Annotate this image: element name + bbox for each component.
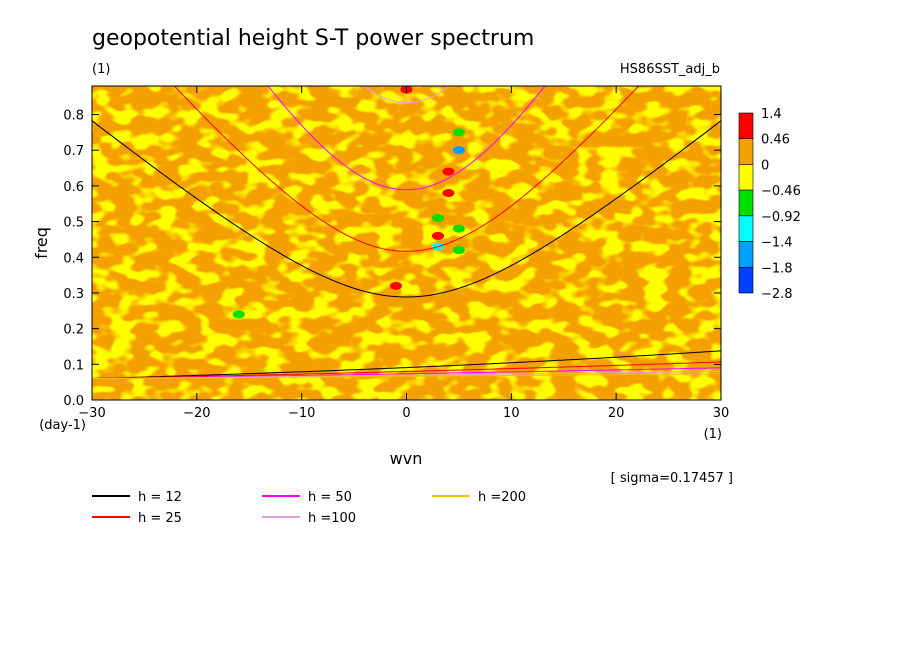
colorbar-label: −0.92: [761, 210, 801, 225]
dataset-label: HS86SST_adj_b: [620, 62, 720, 77]
colorbar-label: 0.46: [761, 133, 790, 148]
dispersion-curve: [363, 86, 450, 104]
spectral-feature: [442, 167, 455, 176]
legend: h = 12 h = 25 h = 50 h =100 h =200: [92, 490, 526, 526]
x-unit: (1): [704, 427, 722, 442]
legend-label: h =100: [308, 511, 356, 526]
y-tick-label: 0.8: [63, 109, 84, 124]
x-tick-label: 20: [608, 406, 625, 421]
colorbar-label: 1.4: [761, 107, 782, 122]
heatmap-noise: [92, 86, 721, 400]
colorbar-swatch: [738, 189, 754, 217]
colorbar-label: −0.46: [761, 184, 801, 199]
x-tick-label: −30: [78, 406, 105, 421]
plot-area: [91, 85, 722, 401]
spectral-feature: [232, 310, 245, 319]
legend-label: h = 12: [138, 490, 182, 505]
kelvin-curve: [92, 361, 721, 380]
kelvin-curve: [92, 350, 721, 380]
sigma-note: [ sigma=0.17457 ]: [611, 471, 733, 486]
chart-title: geopotential height S-T power spectrum: [92, 26, 534, 51]
colorbar-label: −2.8: [761, 287, 793, 302]
y-tick-label: 0.0: [63, 394, 84, 409]
spectral-feature: [390, 281, 403, 290]
y-axis-label: freq: [32, 227, 51, 259]
y-tick-label: 0.6: [63, 180, 84, 195]
legend-label: h = 50: [308, 490, 352, 505]
y-tick-label: 0.4: [63, 251, 84, 266]
y-tick-label: 0.7: [63, 144, 84, 159]
colorbar-swatch: [738, 215, 754, 242]
y-tick-label: 0.1: [63, 358, 84, 373]
y-unit: (day-1): [39, 418, 86, 433]
y-axis: 0.0 0.1 0.2 0.3 0.4 0.5 0.6 0.7 0.8: [63, 109, 721, 409]
unit-label: (1): [92, 62, 110, 77]
colorbar-label: −1.4: [761, 236, 793, 251]
dispersion-curve: [92, 120, 721, 298]
x-tick-label: 0: [402, 406, 410, 421]
legend-label: h =200: [478, 490, 526, 505]
x-tick-label: −20: [183, 406, 210, 421]
spectral-feature: [431, 231, 444, 240]
colorbar-swatch: [738, 164, 754, 191]
spectral-feature: [452, 224, 465, 233]
x-axis: −30 −20 −10 0 10 20 30: [78, 86, 729, 421]
colorbar-swatch: [738, 241, 754, 268]
y-tick-label: 0.3: [63, 287, 84, 302]
dispersion-curve: [173, 86, 640, 252]
spectral-feature: [442, 189, 455, 198]
colorbar-swatch: [738, 138, 754, 165]
kelvin-curve: [92, 373, 721, 380]
colorbar-label: −1.8: [761, 261, 793, 276]
colorbar-label: 0: [761, 158, 769, 173]
colorbar-swatch: [738, 266, 754, 294]
x-tick-label: 10: [503, 406, 520, 421]
colorbar: 1.4 0.46 0 −0.46 −0.92 −1.4 −1.8 −2.8: [738, 107, 801, 302]
spectral-feature: [452, 128, 465, 137]
y-tick-label: 0.2: [63, 323, 84, 338]
spectral-feature: [431, 214, 444, 223]
spectral-feature: [452, 246, 465, 255]
colorbar-swatch: [738, 112, 754, 140]
dispersion-curve: [267, 86, 546, 191]
x-tick-label: −10: [288, 406, 315, 421]
y-tick-label: 0.5: [63, 216, 84, 231]
legend-label: h = 25: [138, 511, 182, 526]
x-tick-label: 30: [713, 406, 730, 421]
spectral-feature: [452, 146, 465, 155]
x-axis-label: wvn: [390, 449, 423, 468]
